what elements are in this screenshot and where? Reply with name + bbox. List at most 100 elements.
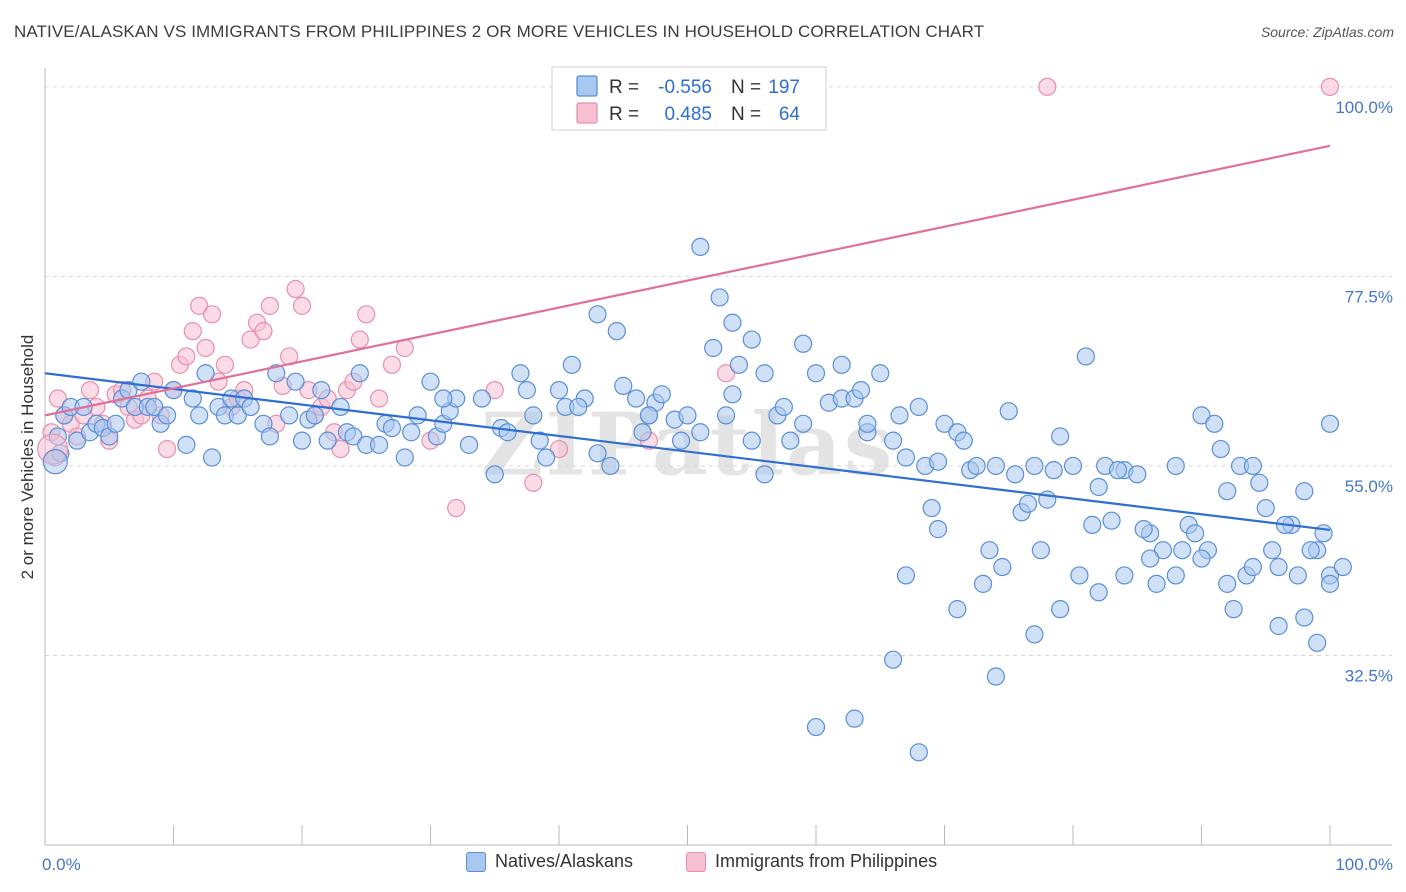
native-point: [1051, 427, 1070, 446]
native-point: [350, 364, 369, 383]
native-point: [1218, 482, 1237, 501]
philippines-point: [1038, 77, 1057, 96]
native-point: [999, 402, 1018, 421]
philippines-point: [524, 473, 543, 492]
native-point: [549, 381, 569, 400]
native-point: [241, 397, 260, 417]
native-point: [896, 448, 916, 467]
native-point: [1025, 625, 1044, 644]
native-point: [806, 364, 826, 383]
native-point: [202, 448, 222, 467]
native-point: [896, 566, 916, 585]
native-point: [980, 541, 999, 560]
philippines-point: [241, 330, 260, 349]
philippines-point: [202, 305, 222, 324]
native-point: [986, 456, 1006, 476]
philippines-point: [357, 305, 376, 324]
native-point: [1102, 511, 1121, 530]
native-point: [742, 431, 761, 450]
native-point: [157, 406, 177, 425]
y-tick-label: 55.0%: [1345, 477, 1393, 496]
top-legend-r-value: 0.485: [664, 104, 712, 125]
native-point: [845, 709, 864, 728]
native-point: [1320, 574, 1340, 593]
native-point: [639, 406, 659, 425]
philippines-point: [549, 439, 569, 459]
philippines-points: [42, 77, 1340, 518]
native-point: [614, 376, 633, 395]
native-point: [344, 427, 363, 446]
native-point: [524, 406, 543, 425]
native-point: [691, 237, 710, 257]
native-point: [1211, 439, 1230, 459]
native-point: [1108, 461, 1128, 480]
native-point: [1250, 473, 1269, 492]
native-point: [909, 397, 928, 417]
native-point: [954, 431, 973, 450]
native-point: [106, 414, 125, 433]
source-label: Source: ZipAtlas.com: [1260, 24, 1394, 40]
philippines-point: [48, 389, 67, 408]
native-point: [781, 431, 800, 450]
native-point: [1044, 461, 1063, 480]
native-point: [1070, 566, 1089, 585]
native-point: [530, 431, 549, 450]
native-point: [331, 397, 350, 417]
top-legend: R = -0.556 N = 197 R = 0.485 N = 64: [551, 66, 827, 131]
native-point: [883, 431, 903, 450]
native-point: [1089, 477, 1108, 497]
chart-title: NATIVE/ALASKAN VS IMMIGRANTS FROM PHILIP…: [14, 22, 985, 41]
native-point: [485, 465, 504, 484]
native-point: [1083, 515, 1102, 534]
native-point: [710, 288, 729, 307]
native-point: [190, 406, 209, 425]
native-point: [1128, 465, 1147, 484]
native-point: [1243, 456, 1263, 476]
native-point: [729, 355, 749, 374]
native-point: [402, 423, 421, 442]
native-point: [145, 397, 164, 417]
native-point: [318, 431, 337, 450]
native-point: [806, 717, 826, 737]
native-point: [1243, 557, 1263, 577]
native-point: [1269, 616, 1288, 636]
top-legend-n-label: N =: [731, 77, 761, 98]
native-point: [177, 435, 196, 454]
native-point: [671, 431, 691, 450]
native-point: [498, 423, 517, 442]
native-point: [652, 385, 671, 404]
philippines-point: [190, 296, 209, 315]
native-point: [967, 456, 986, 476]
native-point: [1134, 520, 1153, 539]
native-point: [267, 364, 286, 383]
native-point: [68, 431, 87, 450]
philippines-point: [177, 347, 196, 366]
native-point: [1224, 600, 1243, 619]
philippines-point: [485, 381, 504, 400]
native-point: [280, 406, 299, 425]
native-point: [1147, 574, 1166, 593]
native-point: [922, 498, 941, 518]
native-point: [633, 423, 652, 442]
native-point: [1025, 456, 1044, 476]
native-point: [928, 452, 948, 471]
native-point: [1295, 608, 1314, 627]
native-point: [517, 381, 536, 400]
native-point: [794, 334, 813, 353]
philippines-point: [716, 364, 736, 383]
native-point: [890, 406, 909, 425]
native-point: [607, 322, 626, 341]
native-point: [691, 423, 710, 442]
native-point: [382, 418, 402, 438]
native-point: [370, 435, 389, 454]
native-point: [723, 385, 742, 404]
native-point: [1295, 482, 1314, 501]
top-legend-n-label: N =: [731, 104, 761, 125]
native-point: [132, 372, 151, 391]
native-point: [292, 431, 312, 450]
native-point: [1166, 566, 1185, 585]
philippines-point: [1320, 77, 1340, 96]
native-point: [1076, 347, 1095, 366]
philippines-point: [183, 322, 202, 341]
